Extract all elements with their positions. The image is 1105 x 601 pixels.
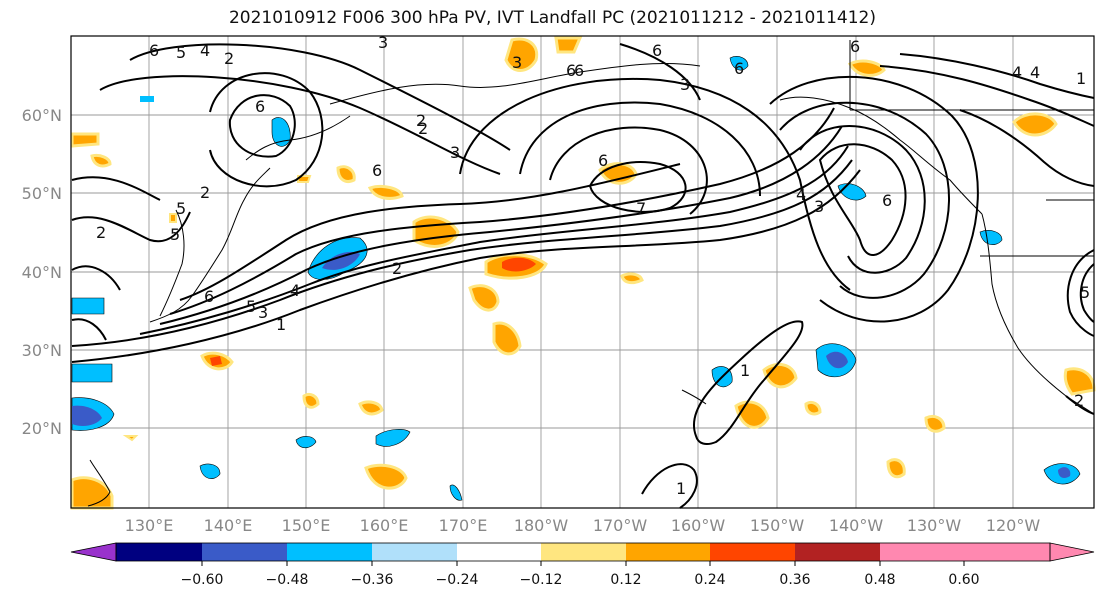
contour-label: 6	[149, 41, 159, 60]
contour-label: 4	[290, 281, 300, 300]
colorbar-segment	[626, 543, 710, 561]
contour-label: 6	[598, 151, 608, 170]
contour-label: 6	[255, 97, 265, 116]
colorbar-segment	[372, 543, 457, 561]
contour-label: 2	[418, 119, 428, 138]
colorbar-segment	[287, 543, 372, 561]
contour-label: 1	[1076, 69, 1086, 88]
colorbar-tick: −0.48	[266, 572, 309, 588]
lon-label: 150°E	[282, 516, 331, 535]
lon-label: 120°W	[986, 516, 1041, 535]
colorbar-segment	[116, 543, 202, 561]
contour-label: 1	[276, 315, 286, 334]
latitude-labels: 60°N 50°N 40°N 30°N 20°N	[22, 106, 62, 438]
contour-label: 6	[372, 161, 382, 180]
lon-label: 150°W	[750, 516, 805, 535]
colorbar-tick: 0.48	[864, 572, 895, 588]
contour-label-group: 6 5 4 2 3 6 2 3 2 6 5 6 6 6 3 3 6 4 3 2 …	[96, 33, 1090, 498]
contour-label: 1	[740, 361, 750, 380]
contour-label: 1	[676, 479, 686, 498]
graticule	[71, 36, 1094, 508]
lon-label: 160°W	[671, 516, 726, 535]
colorbar-segment	[202, 543, 287, 561]
contour-label: 4	[200, 41, 210, 60]
lon-label: 180°W	[514, 516, 569, 535]
contour-label: 2	[416, 111, 426, 130]
map-title: 2021010912 F006 300 hPa PV, IVT Landfall…	[228, 8, 876, 28]
pv-contours	[71, 43, 1095, 509]
colorbar-tick: 0.36	[779, 572, 810, 588]
contour-label: 5	[176, 199, 186, 218]
lat-label: 60°N	[22, 106, 62, 125]
lon-label: 140°W	[829, 516, 884, 535]
contour-label: 2	[224, 49, 234, 68]
colorbar: −0.60 −0.48 −0.36 −0.24 −0.12 0.12 0.24 …	[70, 542, 1095, 588]
contour-label: 4	[1012, 63, 1022, 82]
contour-label: 3	[258, 303, 268, 322]
contour-label: 5	[246, 297, 256, 316]
colorbar-segment	[457, 543, 541, 561]
map-frame	[70, 35, 1095, 509]
contour-label: 2	[96, 223, 106, 242]
colorbar-tick: −0.36	[351, 572, 394, 588]
contour-label: 6	[566, 61, 576, 80]
contour-label: 6	[652, 41, 662, 60]
contour-label: 3	[512, 53, 522, 72]
colorbar-segment	[541, 543, 626, 561]
lon-label: 160°E	[360, 516, 409, 535]
contour-label: 7	[636, 199, 646, 218]
lon-label: 130°W	[907, 516, 962, 535]
colorbar-tick: −0.24	[436, 572, 479, 588]
contour-label: 5	[176, 43, 186, 62]
colorbar-segment	[795, 543, 880, 561]
contour-label: 5	[170, 225, 180, 244]
contour-label: 6	[882, 191, 892, 210]
contour-label: 4	[1030, 63, 1040, 82]
colorbar-tick: −0.12	[520, 572, 563, 588]
contour-label: 4	[796, 185, 806, 204]
colorbar-segment	[710, 543, 795, 561]
contour-label: 6	[204, 287, 214, 306]
lon-label: 140°E	[204, 516, 253, 535]
longitude-labels: 130°E 140°E 150°E 160°E 170°E 180°W 170°…	[125, 516, 1041, 535]
contour-label: 2	[1074, 391, 1084, 410]
contour-label: 3	[814, 197, 824, 216]
colorbar-tick: 0.24	[694, 572, 725, 588]
colorbar-segment	[880, 543, 964, 561]
contour-label: 6	[850, 37, 860, 56]
colorbar-tick: 0.12	[610, 572, 641, 588]
colorbar-tick: 0.60	[948, 572, 979, 588]
lat-label: 20°N	[22, 419, 62, 438]
contour-label: 2	[392, 259, 402, 278]
colorbar-extend-left	[71, 543, 116, 561]
contour-label: 6	[574, 61, 584, 80]
contour-label: 3	[680, 75, 690, 94]
lon-label: 170°E	[439, 516, 488, 535]
contour-label: 3	[450, 143, 460, 162]
colorbar-extend-right	[964, 543, 1094, 561]
lon-label: 130°E	[125, 516, 174, 535]
lat-label: 40°N	[22, 263, 62, 282]
lat-label: 50°N	[22, 184, 62, 203]
lon-label: 170°W	[593, 516, 648, 535]
colorbar-tick: −0.60	[181, 572, 224, 588]
contour-label: 3	[378, 33, 388, 52]
contour-label: 2	[200, 183, 210, 202]
contour-label: 6	[734, 59, 744, 78]
contour-label: 5	[1080, 283, 1090, 302]
lat-label: 30°N	[22, 341, 62, 360]
